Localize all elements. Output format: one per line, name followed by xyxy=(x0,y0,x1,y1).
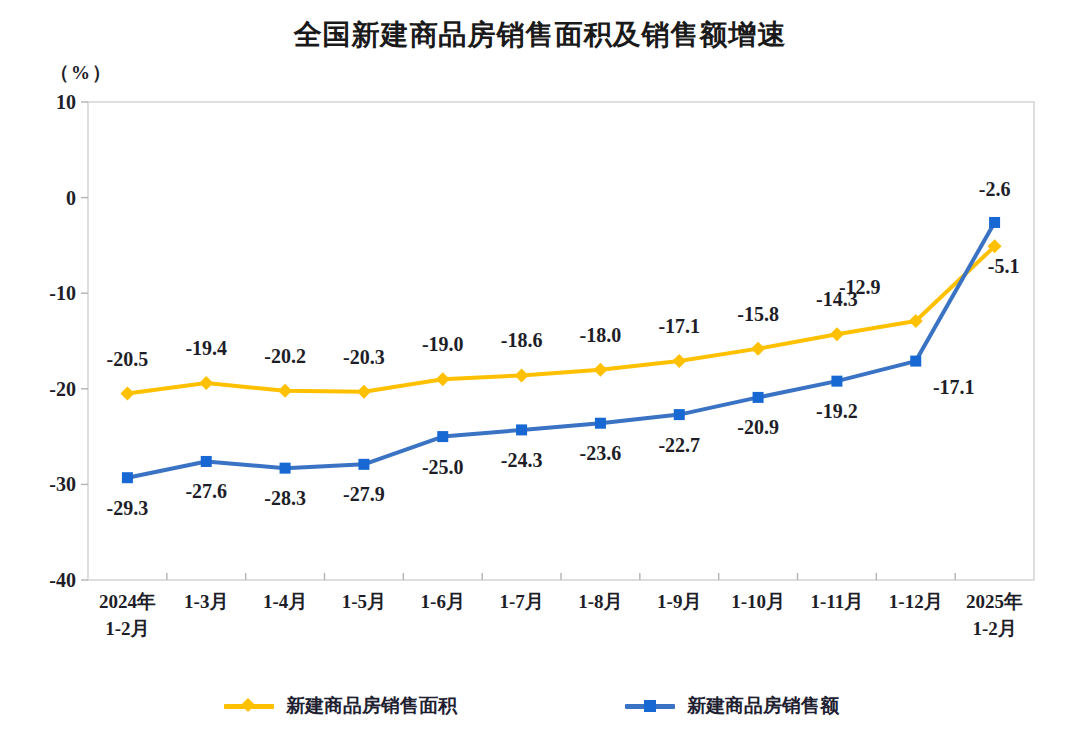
x-axis-tick-label: 2024年 xyxy=(99,591,156,612)
square-marker-icon xyxy=(122,472,133,483)
diamond-marker-icon xyxy=(199,376,213,390)
square-marker-icon xyxy=(910,356,921,367)
square-marker-icon xyxy=(437,431,448,442)
square-marker-icon xyxy=(753,392,764,403)
x-axis-tick-label: 2025年 xyxy=(966,591,1023,612)
x-axis-tick-label: 1-2月 xyxy=(105,618,149,639)
diamond-marker-icon xyxy=(241,697,255,711)
diamond-marker-icon xyxy=(593,363,607,377)
y-axis-tick-label: -20 xyxy=(49,378,76,400)
data-label: -5.1 xyxy=(988,255,1020,277)
x-axis-tick-label: 1-12月 xyxy=(889,591,943,612)
y-axis-tick-label: -30 xyxy=(49,473,76,495)
data-label: -27.9 xyxy=(343,483,385,505)
x-axis-tick-label: 1-3月 xyxy=(184,591,228,612)
data-label: -20.5 xyxy=(107,348,149,370)
data-label: -27.6 xyxy=(185,480,227,502)
plot-area-border xyxy=(88,102,1034,580)
legend-item-sales-value: 新建商品房销售额 xyxy=(625,691,839,721)
square-marker-icon xyxy=(358,459,369,470)
data-label: -24.3 xyxy=(501,449,543,471)
data-label: -18.6 xyxy=(501,329,543,351)
x-axis-tick-label: 1-5月 xyxy=(342,591,386,612)
y-axis-tick-label: 10 xyxy=(56,91,76,113)
data-label: -2.6 xyxy=(979,178,1011,200)
data-label: -15.8 xyxy=(737,303,779,325)
data-label: -25.0 xyxy=(422,456,464,478)
legend-item-sales-area: 新建商品房销售面积 xyxy=(224,691,457,721)
data-label: -19.4 xyxy=(185,337,227,359)
square-marker-icon xyxy=(644,700,656,712)
diamond-marker-icon xyxy=(120,387,134,401)
data-label: -17.1 xyxy=(933,376,975,398)
legend-sales-area-line-marker-icon xyxy=(224,704,274,709)
square-marker-icon xyxy=(201,456,212,467)
data-label: -20.2 xyxy=(264,345,306,367)
data-label: -17.1 xyxy=(658,315,700,337)
square-marker-icon xyxy=(831,376,842,387)
diamond-marker-icon xyxy=(357,385,371,399)
data-label: -23.6 xyxy=(580,442,622,464)
x-axis-tick-label: 1-6月 xyxy=(421,591,465,612)
x-axis-tick-label: 1-4月 xyxy=(263,591,307,612)
diamond-marker-icon xyxy=(436,372,450,386)
data-label: -20.3 xyxy=(343,346,385,368)
y-axis-tick-label: -40 xyxy=(49,569,76,591)
y-axis-tick-label: 0 xyxy=(66,187,76,209)
square-marker-icon xyxy=(280,463,291,474)
data-label: -28.3 xyxy=(264,487,306,509)
x-axis-tick-label: 1-10月 xyxy=(731,591,785,612)
data-label: -19.0 xyxy=(422,333,464,355)
chart-page: 全国新建商品房销售面积及销售额增速 （%） 100-10-20-30-40202… xyxy=(0,0,1080,755)
x-axis-tick-label: 1-9月 xyxy=(657,591,701,612)
x-axis-tick-label: 1-7月 xyxy=(499,591,543,612)
y-axis-tick-label: -10 xyxy=(49,282,76,304)
chart-legend: 新建商品房销售面积 新建商品房销售额 xyxy=(0,691,1080,721)
data-label: -18.0 xyxy=(580,324,622,346)
legend-sales-value-line-marker-icon xyxy=(625,704,675,709)
diamond-marker-icon xyxy=(672,354,686,368)
diamond-marker-icon xyxy=(830,327,844,341)
legend-sales-value-label: 新建商品房销售额 xyxy=(687,693,839,719)
x-axis-tick-label: 1-8月 xyxy=(578,591,622,612)
chart-canvas: 10 0 -10 -20 -30 -40 2024年 1-2月 1-3月 1-4月 1-5月 1-6月… xyxy=(0,0,1080,680)
legend-sales-area-label: 新建商品房销售面积 xyxy=(286,693,457,719)
x-axis-tick-label: 1-11月 xyxy=(811,591,864,612)
data-label: -12.9 xyxy=(839,276,881,298)
data-label: -19.2 xyxy=(816,400,858,422)
diamond-marker-icon xyxy=(751,342,765,356)
square-marker-icon xyxy=(516,424,527,435)
diamond-marker-icon xyxy=(278,384,292,398)
data-label: -20.9 xyxy=(737,416,779,438)
series-line-sales-value xyxy=(127,222,994,477)
square-marker-icon xyxy=(989,217,1000,228)
series-line-sales-area xyxy=(127,246,994,393)
diamond-marker-icon xyxy=(515,368,529,382)
x-axis-tick-label: 1-2月 xyxy=(972,618,1016,639)
data-label: -29.3 xyxy=(107,497,149,519)
square-marker-icon xyxy=(595,418,606,429)
square-marker-icon xyxy=(674,409,685,420)
data-label: -22.7 xyxy=(658,434,700,456)
